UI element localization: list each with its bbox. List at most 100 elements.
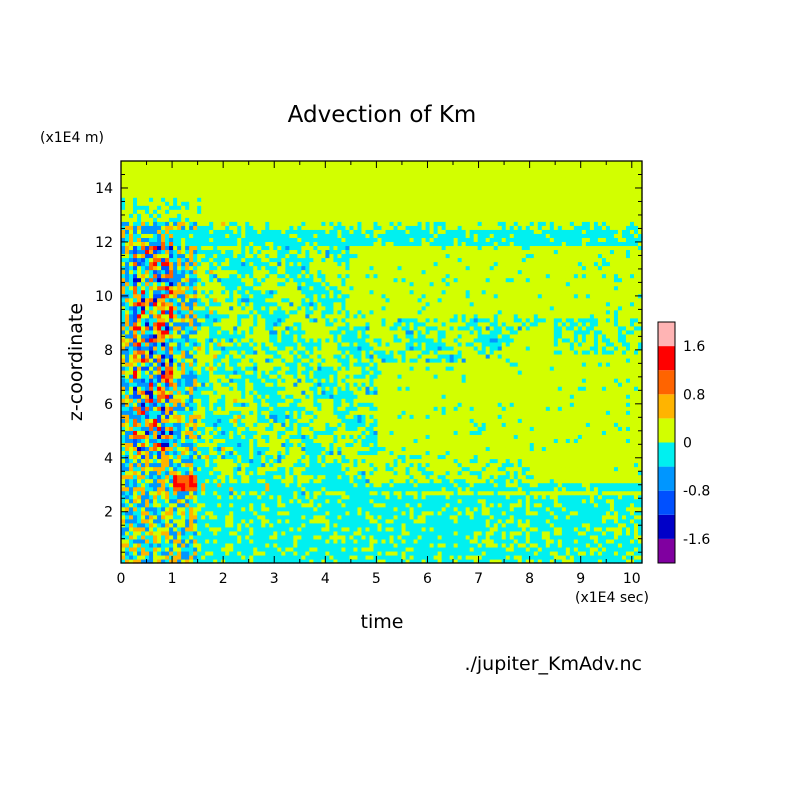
heatmap-cell (369, 502, 375, 508)
heatmap-cell (213, 426, 218, 431)
heatmap-cell (513, 550, 519, 556)
heatmap-cell (321, 530, 326, 536)
heatmap-cell (217, 474, 222, 480)
heatmap-cell (397, 442, 403, 448)
heatmap-cell (449, 558, 455, 564)
heatmap-cell (553, 534, 559, 540)
heatmap-cell (465, 462, 471, 468)
heatmap-cell (121, 534, 126, 540)
heatmap-cell (265, 546, 270, 552)
heatmap-cell (149, 542, 154, 548)
heatmap-cell (385, 458, 391, 464)
heatmap-cell (145, 470, 150, 476)
heatmap-cell (213, 450, 218, 456)
heatmap-cell (425, 482, 431, 488)
heatmap-cell (449, 542, 455, 548)
heatmap-cell (553, 554, 559, 560)
heatmap-cell (549, 438, 555, 443)
heatmap-cell (269, 462, 274, 468)
heatmap-cell (373, 550, 379, 556)
heatmap-cell (205, 478, 210, 484)
heatmap-cell (293, 458, 298, 464)
heatmap-cell (329, 410, 335, 415)
heatmap-cell (293, 530, 298, 536)
heatmap-cell (257, 518, 262, 524)
heatmap-cell (433, 478, 439, 484)
heatmap-cell (377, 422, 383, 427)
heatmap-cell (277, 474, 282, 480)
heatmap-cell (245, 526, 250, 532)
heatmap-cell (265, 454, 270, 460)
heatmap-cell (545, 454, 551, 460)
heatmap-cell (125, 438, 130, 443)
heatmap-cell (213, 494, 218, 500)
heatmap-cell (325, 510, 330, 516)
heatmap-cell (413, 462, 419, 468)
heatmap-cell (581, 426, 587, 431)
heatmap-cell (405, 418, 411, 423)
heatmap-cell (145, 534, 150, 540)
heatmap-cell (625, 450, 631, 456)
heatmap-cell (417, 490, 423, 496)
heatmap-cell (197, 498, 202, 504)
heatmap-cell (345, 482, 351, 488)
heatmap-cell (617, 474, 623, 480)
heatmap-cell (561, 498, 567, 504)
heatmap-cell (173, 462, 178, 468)
heatmap-cell (253, 414, 258, 419)
heatmap-cell (241, 526, 246, 532)
heatmap-cell (421, 506, 427, 512)
heatmap-cell (297, 518, 302, 524)
heatmap-cell (521, 554, 527, 560)
heatmap-cell (533, 422, 539, 427)
heatmap-cell (169, 534, 174, 540)
heatmap-cell (557, 542, 563, 548)
heatmap-cell (133, 462, 138, 468)
heatmap-cell (605, 542, 611, 548)
heatmap-cell (193, 414, 198, 419)
heatmap-cell (481, 410, 487, 415)
heatmap-cell (377, 458, 383, 464)
heatmap-cell (137, 422, 142, 427)
heatmap-cell (553, 462, 559, 468)
heatmap-cell (253, 462, 258, 468)
heatmap-cell (349, 490, 355, 496)
heatmap-cell (141, 530, 146, 536)
heatmap-cell (621, 514, 627, 520)
heatmap-cell (529, 426, 535, 431)
heatmap-cell (201, 538, 206, 544)
heatmap-cell (617, 530, 623, 536)
heatmap-cell (305, 490, 310, 496)
heatmap-cell (321, 406, 326, 411)
heatmap-cell (213, 518, 218, 524)
heatmap-cell (585, 518, 591, 524)
heatmap-cell (569, 426, 575, 431)
heatmap-cell (257, 426, 262, 431)
heatmap-cell (433, 466, 439, 472)
heatmap-cell (585, 454, 591, 460)
heatmap-cell (169, 466, 174, 472)
heatmap-cell (245, 478, 250, 484)
heatmap-cell (281, 466, 286, 472)
heatmap-cell (497, 486, 503, 492)
heatmap-cell (153, 414, 158, 419)
heatmap-cell (537, 534, 543, 540)
heatmap-cell (501, 482, 507, 488)
heatmap-cell (153, 546, 158, 552)
heatmap-cell (161, 514, 166, 520)
heatmap-cell (289, 486, 294, 492)
heatmap-cell (493, 470, 499, 476)
heatmap-cell (357, 458, 363, 464)
heatmap-cell (229, 406, 234, 411)
heatmap-cell (177, 526, 182, 532)
heatmap-cell (609, 426, 615, 431)
heatmap-cell (533, 506, 539, 512)
heatmap-cell (121, 530, 126, 536)
heatmap-cell (317, 466, 322, 472)
heatmap-cell (345, 502, 351, 508)
heatmap-cell (537, 510, 543, 516)
heatmap-cell (293, 426, 298, 431)
heatmap-cell (501, 478, 507, 484)
heatmap-cell (513, 558, 519, 564)
heatmap-cell (473, 438, 479, 443)
